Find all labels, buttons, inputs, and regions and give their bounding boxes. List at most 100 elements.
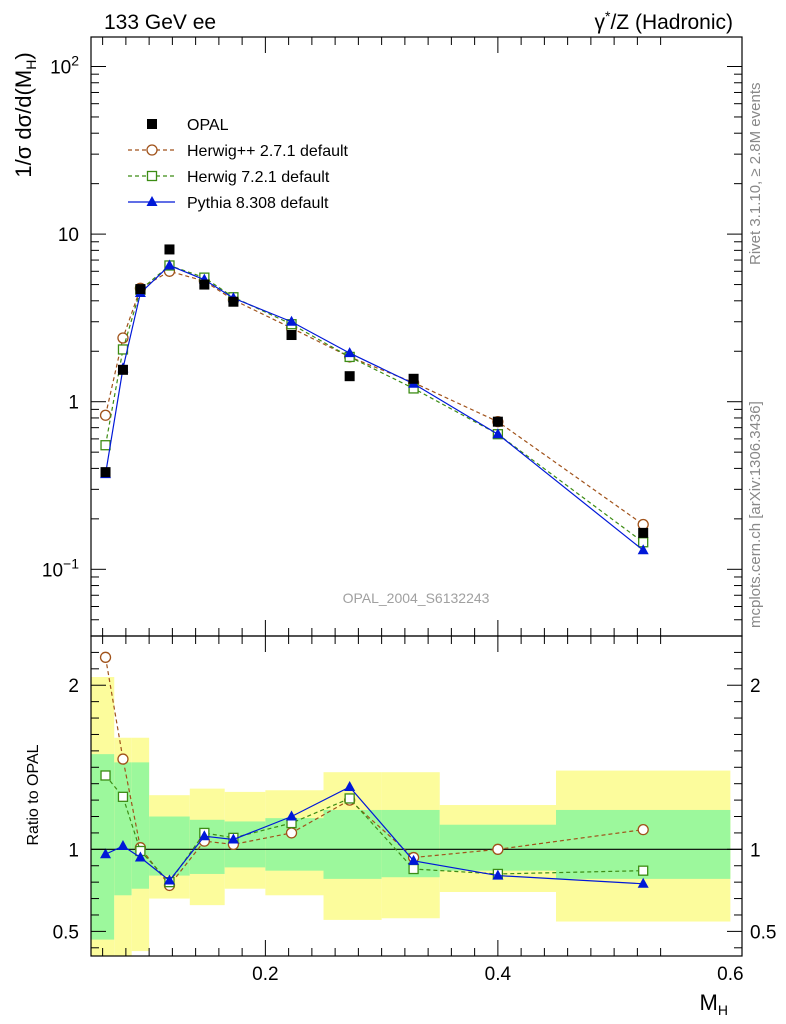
main-ylabel-text: 1/σ dσ/d(MH) <box>11 52 39 177</box>
ratio-band-stat-2 <box>131 762 150 889</box>
legend-label-herwig-2-7-1-default: Herwig++ 2.7.1 default <box>187 143 349 160</box>
main-ytick-label-1: 1 <box>68 393 79 414</box>
ratio-ytick-label-right-2: 2 <box>750 676 761 697</box>
main-point-opal-5 <box>228 296 239 307</box>
main-ylabel: 1/σ dσ/d(MH) <box>11 52 39 177</box>
main-point-herwig-7-2-1-default-0 <box>100 440 111 451</box>
main-series-herwig-2-7-1-default <box>99 265 649 531</box>
main-point-pythia-8-308-default-6 <box>286 315 298 326</box>
x-axis-label-part-1: H <box>718 1002 728 1018</box>
main-ylabel-text-part-2: ) <box>11 52 36 59</box>
main-series-opal <box>100 244 649 538</box>
ratio-bands <box>91 677 742 956</box>
main-ytick-label-3: 102 <box>50 53 79 79</box>
main-line-herwig-7-2-1-default <box>104 264 644 543</box>
main-point-opal-3 <box>164 244 175 255</box>
ratio-point-herwig-7-2-1-default-10 <box>638 865 649 876</box>
ratio-ytick-label-right-1: 1 <box>750 840 761 861</box>
ratio-axes: 0.5 0.5 1 1 2 2 0.2 0.4 0.6 <box>53 635 776 985</box>
main-ytick-label-base-0: 10 <box>42 560 63 581</box>
main-line-herwig-2-7-1-default <box>104 270 644 526</box>
legend-marker-opal <box>147 119 157 129</box>
ratio-point-herwig-7-2-1-default-1 <box>117 791 129 802</box>
ratio-series <box>99 651 649 892</box>
main-point-herwig-2-7-1-default-0 <box>99 409 112 421</box>
legend-entry-herwig-7-2-1-default: Herwig 7.2.1 default <box>128 169 330 186</box>
ratio-point-pythia-8-308-default-0 <box>100 848 112 859</box>
ratio-band-stat-1 <box>114 762 132 896</box>
ratio-line-herwig-2-7-1-default <box>104 657 644 887</box>
ratio-point-pythia-8-308-default-9 <box>492 869 504 880</box>
main-ytick-label-exp-3: 2 <box>71 53 79 69</box>
xtick-label-0: 0.2 <box>252 964 278 985</box>
watermark: OPAL_2004_S6132243 <box>343 590 490 606</box>
main-point-pythia-8-308-default-10 <box>637 544 649 555</box>
main-point-pythia-8-308-default-3 <box>163 259 175 270</box>
main-ytick-label-2: 10 <box>58 225 79 246</box>
main-series-pythia-8-308-default <box>100 259 649 555</box>
ratio-ytick-label-left-1: 1 <box>68 840 79 861</box>
header-left-title: 133 GeV ee <box>104 11 216 34</box>
main-ytick-label-base-3: 10 <box>50 58 71 79</box>
main-point-pythia-8-308-default-7 <box>344 347 356 358</box>
legend-label-opal: OPAL <box>187 117 229 134</box>
main-point-opal-2 <box>135 284 146 295</box>
ratio-point-pythia-8-308-default-3 <box>163 874 175 885</box>
ratio-band-stat-7 <box>323 809 382 879</box>
ratio-point-herwig-7-2-1-default-7 <box>344 793 355 804</box>
ratio-ylabel: Ratio to OPAL <box>25 744 42 845</box>
legend-marker-herwig-2-7-1-default <box>146 144 158 156</box>
ratio-ytick-label-left-0: 0.5 <box>53 922 79 943</box>
header-right-title-sup: * <box>605 8 611 24</box>
ratio-frame <box>90 635 743 957</box>
ratio-point-herwig-2-7-1-default-6 <box>285 827 298 839</box>
main-ytick-label-exp-0: −1 <box>63 555 79 571</box>
legend-entry-pythia-8-308-default: Pythia 8.308 default <box>128 195 329 212</box>
ratio-point-herwig-2-7-1-default-9 <box>492 843 504 855</box>
legend-marker-herwig-7-2-1-default <box>146 170 158 182</box>
xtick-label-2: 0.6 <box>717 964 743 985</box>
ratio-point-herwig-2-7-1-default-0 <box>99 651 112 663</box>
legend-label-pythia-8-308-default: Pythia 8.308 default <box>187 195 329 212</box>
ratio-point-pythia-8-308-default-7 <box>344 780 356 791</box>
main-series <box>99 244 649 555</box>
ratio-point-pythia-8-308-default-1 <box>117 840 129 851</box>
ratio-point-herwig-7-2-1-default-8 <box>408 863 419 875</box>
main-point-opal-0 <box>100 467 111 478</box>
ratio-point-herwig-7-2-1-default-0 <box>100 770 111 781</box>
xtick-label-1: 0.4 <box>485 964 512 985</box>
main-point-opal-9 <box>492 416 503 427</box>
ratio-point-pythia-8-308-default-10 <box>637 877 649 888</box>
main-point-pythia-8-308-default-9 <box>492 428 504 439</box>
x-axis-label-part-0: M <box>700 990 718 1015</box>
main-ytick-label-0: 10−1 <box>42 555 79 581</box>
ratio-point-pythia-8-308-default-5 <box>227 833 239 844</box>
main-point-opal-4 <box>199 279 210 290</box>
main-point-opal-7 <box>344 371 355 382</box>
legend-marker-pythia-8-308-default <box>146 196 158 206</box>
ratio-ytick-label-left-2: 2 <box>68 676 79 697</box>
ratio-point-pythia-8-308-default-4 <box>198 830 210 841</box>
header-right-title: γ*/Z (Hadronic) <box>595 8 733 34</box>
main-point-opal-8 <box>408 373 419 384</box>
legend-entry-opal: OPAL <box>147 117 229 134</box>
ratio-point-herwig-2-7-1-default-1 <box>117 753 129 765</box>
header-right-title-pre: γ <box>595 11 606 34</box>
legend-label-herwig-7-2-1-default: Herwig 7.2.1 default <box>187 169 330 186</box>
header-right-title-post: /Z (Hadronic) <box>610 11 733 34</box>
ratio-line-herwig-7-2-1-default <box>105 775 644 884</box>
main-line-pythia-8-308-default <box>104 264 644 551</box>
rivet-label: Rivet 3.1.10, ≥ 2.8M events <box>747 83 764 266</box>
main-ylabel-text-part-1: H <box>23 60 39 70</box>
ratio-point-herwig-2-7-1-default-10 <box>637 823 649 836</box>
ratio-ytick-label-right-0: 0.5 <box>750 922 776 943</box>
main-ylabel-text-part-0: 1/σ dσ/d(M <box>11 70 36 178</box>
ratio-point-pythia-8-308-default-2 <box>134 851 146 862</box>
main-point-herwig-2-7-1-default-1 <box>117 332 129 344</box>
main-point-opal-6 <box>286 330 297 341</box>
legend: OPAL Herwig++ 2.7.1 default Herwig 7.2.1 d… <box>128 117 349 212</box>
legend-entry-herwig-2-7-1-default: Herwig++ 2.7.1 default <box>128 143 349 160</box>
ratio-series-pythia-8-308-default <box>100 780 649 888</box>
main-series-herwig-7-2-1-default <box>100 260 649 548</box>
